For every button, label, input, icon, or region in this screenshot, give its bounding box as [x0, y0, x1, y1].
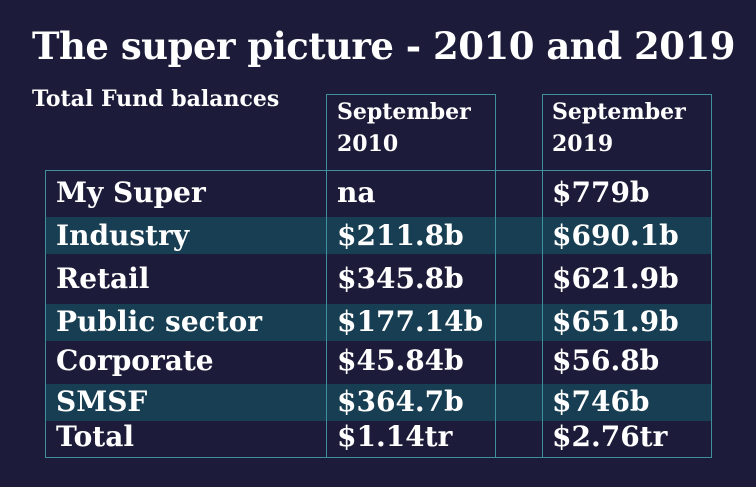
row-label: Industry [56, 219, 190, 252]
row-label: Retail [56, 262, 150, 295]
page-subtitle: Total Fund balances [32, 86, 280, 112]
value-2010: $211.8b [337, 219, 464, 252]
column-header-2019: September 2019 [552, 96, 686, 160]
table-border-left [45, 170, 46, 457]
row-band-industry [46, 217, 711, 254]
value-2010: $364.7b [337, 385, 464, 418]
column-header-2010-line1: September [337, 99, 471, 125]
column-divider-2010-left [326, 94, 327, 457]
value-2010: $45.84b [337, 344, 464, 377]
row-label: Corporate [56, 344, 214, 377]
row-label: My Super [56, 176, 206, 209]
value-2019: $746b [552, 385, 650, 418]
row-label: SMSF [56, 385, 148, 418]
column-header-2010: September 2010 [337, 96, 471, 160]
row-label: Public sector [56, 305, 263, 338]
value-2010: na [337, 176, 376, 209]
column-header-2019-line1: September [552, 99, 686, 125]
value-2010: $177.14b [337, 305, 484, 338]
table-border-bottom [45, 457, 712, 458]
table-border-right [711, 94, 712, 457]
value-2019: $2.76tr [552, 420, 668, 453]
table-rule-top-body [45, 170, 712, 171]
column-header-2019-line2: 2019 [552, 131, 614, 157]
value-2010: $1.14tr [337, 420, 453, 453]
row-band-smsf [46, 384, 711, 421]
column-header-2010-line2: 2010 [337, 131, 399, 157]
value-2019: $56.8b [552, 344, 660, 377]
value-2019: $779b [552, 176, 650, 209]
row-label: Total [56, 420, 135, 453]
column-divider-2019-left [542, 94, 543, 457]
value-2010: $345.8b [337, 262, 464, 295]
header-rule-2010-top [326, 94, 496, 95]
value-2019: $690.1b [552, 219, 679, 252]
header-rule-2019-top [542, 94, 712, 95]
page-title: The super picture - 2010 and 2019 [32, 24, 735, 68]
value-2019: $621.9b [552, 262, 679, 295]
value-2019: $651.9b [552, 305, 679, 338]
row-band-public-sector [46, 304, 711, 341]
column-divider-2010-right [495, 94, 496, 457]
